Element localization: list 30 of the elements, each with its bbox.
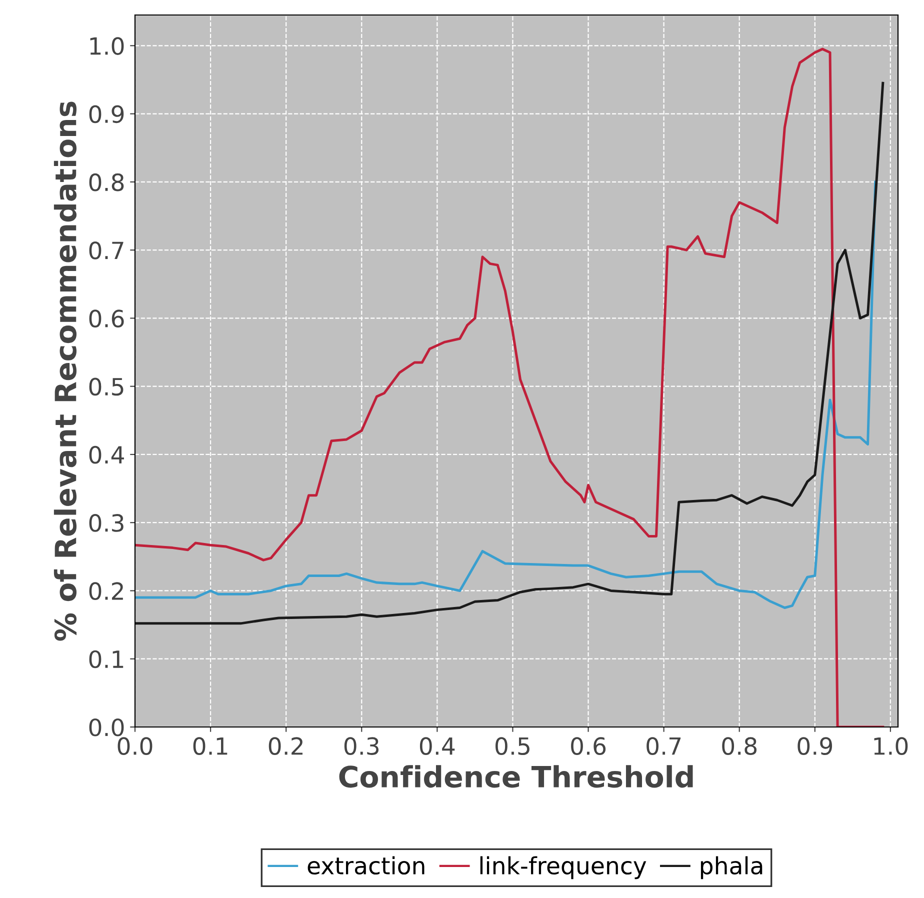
y-axis-title: % of Relevant Recommendations: [54, 102, 77, 641]
line-series: [135, 82, 884, 625]
y-tick-label: 0.8: [89, 173, 124, 192]
x-tick-label: 0.3: [344, 737, 379, 755]
x-tick-label: 0.7: [646, 737, 681, 755]
legend-label: extraction: [308, 856, 424, 875]
legend-label: phala: [700, 856, 762, 880]
x-tick-label: 0.6: [571, 737, 606, 755]
x-tick-label: 0.9: [798, 737, 832, 755]
x-tick-label: 0.8: [722, 737, 757, 755]
y-tick-label: 0.1: [89, 650, 124, 668]
x-axis-title: Confidence Threshold: [339, 765, 693, 788]
y-tick-label: 0.5: [89, 378, 124, 396]
y-tick-label: 1.0: [90, 37, 124, 55]
y-tick-label: 0.4: [89, 446, 124, 464]
x-tick-label: 0.5: [496, 737, 530, 755]
x-tick-label: 0.1: [193, 737, 228, 755]
y-tick-label: 0.2: [89, 582, 123, 600]
y-tick-label: 0.6: [89, 310, 124, 328]
x-tick-label: 0.2: [268, 737, 302, 755]
y-tick-label: 0.9: [89, 105, 124, 124]
y-tick-label: 0.0: [89, 718, 124, 736]
legend-label: link-frequency: [480, 856, 646, 880]
line-series: [135, 48, 884, 727]
y-tick-label: 0.7: [89, 242, 124, 260]
line-series: [135, 180, 877, 610]
x-tick-label: 1.0: [874, 737, 908, 755]
x-tick-label: 0.4: [420, 737, 455, 755]
y-tick-label: 0.3: [89, 514, 124, 532]
x-tick-label: 0.0: [118, 737, 152, 755]
